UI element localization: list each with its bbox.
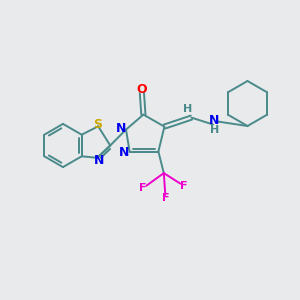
Text: S: S (93, 118, 102, 131)
Text: N: N (119, 146, 129, 159)
Text: H: H (183, 104, 192, 114)
Text: F: F (180, 181, 188, 191)
Text: H: H (210, 125, 219, 135)
Text: N: N (209, 114, 220, 128)
Text: O: O (136, 83, 147, 96)
Text: N: N (116, 122, 126, 135)
Text: N: N (94, 154, 104, 167)
Text: F: F (161, 193, 169, 203)
Text: F: F (139, 183, 146, 193)
